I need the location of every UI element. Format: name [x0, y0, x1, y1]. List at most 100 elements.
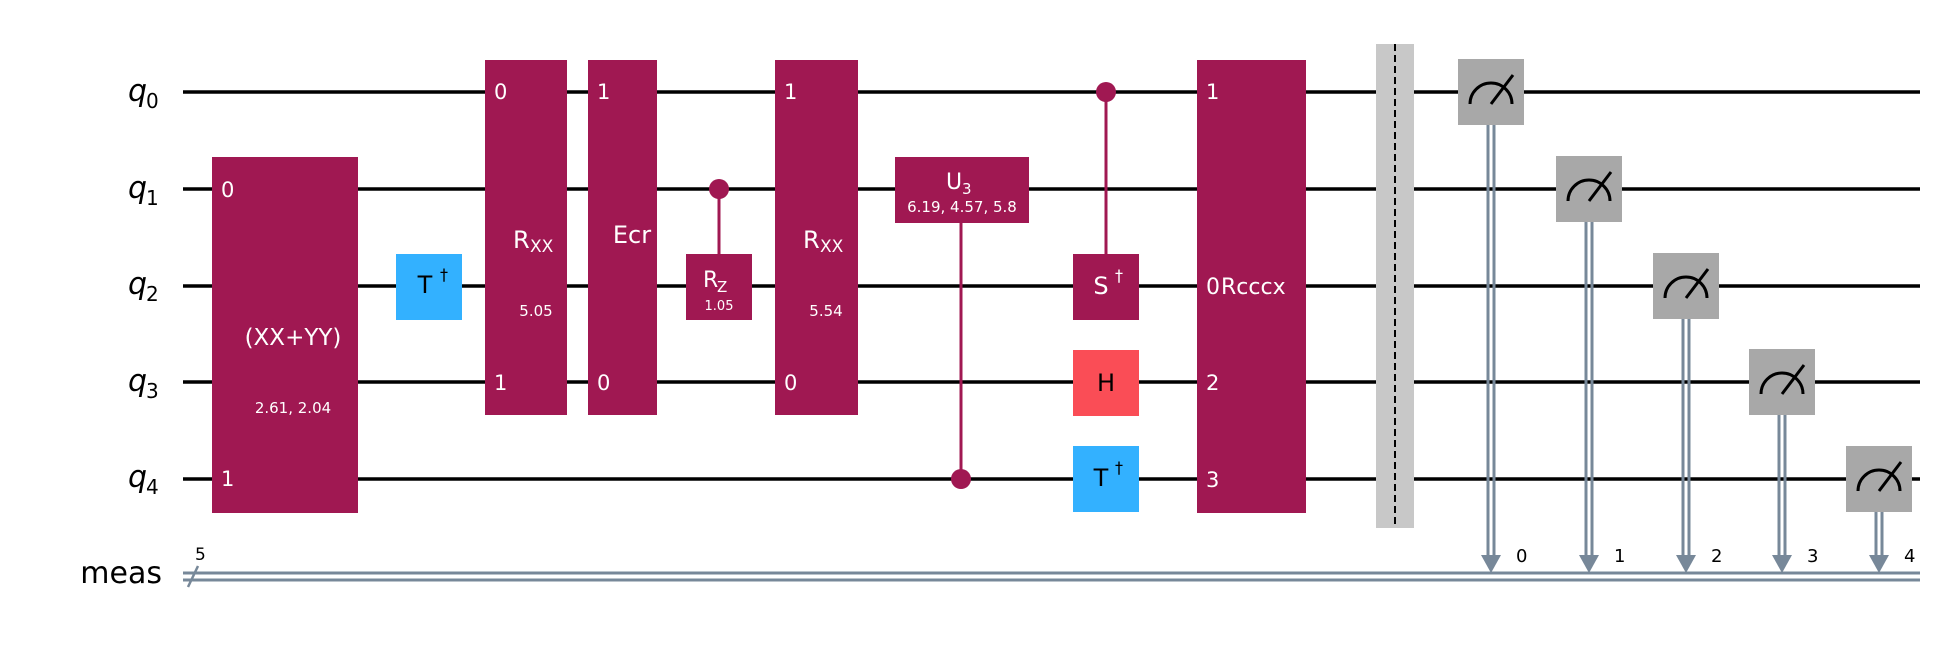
measure-box: [1749, 349, 1815, 415]
h-gate-q3: H: [1073, 350, 1139, 416]
controlled-rz-gate: R Z 1.05: [686, 179, 752, 320]
gate-subscript: XX: [820, 237, 844, 257]
rz-box: [686, 254, 752, 320]
measure-gate-q4: 4: [1846, 446, 1915, 573]
rxx-box: [485, 60, 567, 415]
measure-gate-q2: 2: [1653, 253, 1722, 573]
measure-box: [1556, 156, 1622, 222]
tdg-gate-q4: T †: [1073, 446, 1139, 512]
measure-arrow: [1579, 555, 1599, 573]
gate-subscript: 3: [962, 180, 972, 198]
qubit-index: 0: [146, 89, 159, 113]
rxx-box: [775, 60, 858, 415]
sdg-box: [1073, 254, 1139, 320]
measure-bit-label: 3: [1807, 546, 1818, 567]
gate-label: R: [513, 226, 530, 254]
meter-needle-icon: [1684, 268, 1710, 299]
measure-gate-q1: 1: [1556, 156, 1625, 573]
measure-arrow: [1869, 555, 1889, 573]
gate-params: 2.61, 2.04: [255, 399, 331, 417]
measure-box: [1458, 59, 1524, 125]
qubit-letter: q: [128, 460, 147, 495]
meter-needle-icon: [1489, 74, 1515, 105]
gate-label: Rcccx: [1221, 275, 1286, 300]
gate-pin-label: 0: [1206, 275, 1220, 300]
gate-pin-label: 0: [597, 371, 610, 395]
meter-icon: [1468, 81, 1514, 105]
gate-label: Ecr: [613, 221, 651, 249]
meter-needle-icon: [1587, 171, 1613, 202]
controlled-u3-gate: U 3 6.19, 4.57, 5.8: [895, 157, 1029, 489]
barrier: [1376, 44, 1414, 528]
gate-pin-label: 0: [221, 178, 234, 202]
rxx-gate-1: 0 1 R XX 5.05: [485, 60, 567, 415]
gate-label: T: [1093, 464, 1109, 492]
measurements: 0 1 2 3 4: [1458, 59, 1915, 573]
classical-register-width: 5: [195, 545, 206, 565]
gate-label: T: [417, 271, 433, 299]
gate-label: U: [946, 170, 962, 195]
qubit-index: 1: [146, 186, 159, 210]
qubit-label-q0: q 0: [128, 74, 159, 113]
gate-superscript: †: [440, 265, 448, 284]
gate-params: 1.05: [705, 299, 734, 314]
bus-slash: [186, 565, 200, 588]
qubit-letter: q: [128, 267, 147, 302]
gate-pin-label: 2: [1206, 371, 1219, 395]
measure-box: [1846, 446, 1912, 512]
qubit-label-q1: q 1: [128, 171, 159, 210]
rxx-gate-2: 1 0 R XX 5.54: [775, 60, 858, 415]
meter-icon: [1566, 178, 1612, 202]
rcccx-box: [1197, 60, 1306, 513]
gate-pin-label: 1: [221, 467, 234, 491]
gate-label: R: [703, 268, 718, 293]
qubit-letter: q: [128, 364, 147, 399]
gate-superscript: †: [1115, 266, 1123, 285]
meter-icon: [1759, 371, 1805, 395]
gate-label: (XX+YY): [245, 325, 342, 351]
measure-gate-q0: 0: [1458, 59, 1527, 573]
measure-gate-q3: 3: [1749, 349, 1818, 573]
meter-needle-icon: [1877, 461, 1903, 492]
gate-pin-label: 0: [494, 80, 507, 104]
meter-icon: [1856, 468, 1902, 492]
gate-params: 5.54: [809, 302, 842, 320]
gate-label: S: [1093, 272, 1108, 300]
tdg-box: [1073, 446, 1139, 512]
measure-box: [1653, 253, 1719, 319]
h-box: [1073, 350, 1139, 416]
qubit-label-q3: q 3: [128, 364, 159, 403]
xx-plus-yy-gate: 0 1 (XX+YY) 2.61, 2.04: [212, 157, 358, 513]
gate-pin-label: 1: [784, 80, 797, 104]
gate-pin-label: 3: [1206, 468, 1219, 492]
tdg-box: [396, 254, 462, 320]
measure-arrow: [1676, 555, 1696, 573]
gate-params: 6.19, 4.57, 5.8: [907, 198, 1017, 216]
qubit-index: 4: [146, 475, 159, 499]
gate-superscript: †: [1115, 458, 1123, 477]
controlled-sdg-gate: S †: [1073, 82, 1139, 320]
control-dot: [709, 179, 729, 199]
qubit-letter: q: [128, 171, 147, 206]
control-dot: [951, 469, 971, 489]
gate-label: H: [1097, 369, 1115, 397]
gate-subscript: Z: [717, 278, 727, 296]
meter-icon: [1663, 275, 1709, 299]
measure-arrow: [1772, 555, 1792, 573]
classical-register-label: meas: [80, 556, 162, 591]
rcccx-gate: 1 0 Rcccx 2 3: [1197, 60, 1306, 513]
gate-pin-label: 1: [597, 80, 610, 104]
u3-box: [895, 157, 1029, 223]
gate-pin-label: 1: [494, 371, 507, 395]
gate-pin-label: 0: [784, 371, 797, 395]
measure-bit-label: 2: [1711, 546, 1722, 567]
xx-plus-yy-box: [212, 157, 358, 513]
qubit-letter: q: [128, 74, 147, 109]
control-dot: [1096, 82, 1116, 102]
measure-bit-label: 1: [1614, 546, 1625, 567]
qubit-label-q4: q 4: [128, 460, 159, 499]
ecr-box: [588, 60, 657, 415]
ecr-gate: 1 0 Ecr: [588, 60, 657, 415]
gate-params: 5.05: [519, 302, 552, 320]
